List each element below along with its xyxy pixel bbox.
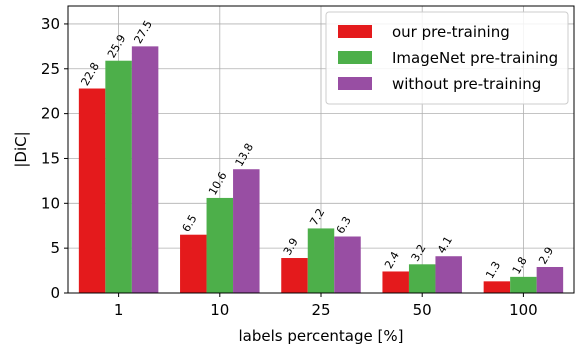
- bar-value-label: 4.1: [435, 234, 455, 256]
- legend-swatch: [338, 77, 372, 90]
- bar: [105, 60, 132, 293]
- bar-value-label: 1.3: [483, 259, 503, 281]
- bar-value-label: 25.9: [105, 32, 129, 60]
- y-tick-label: 25: [41, 60, 60, 78]
- bar: [206, 197, 234, 293]
- legend-swatch: [338, 25, 372, 38]
- y-axis-label: |DiC|: [12, 131, 30, 167]
- bar-value-label: 6.5: [180, 213, 200, 235]
- legend-box: [325, 11, 569, 105]
- y-tick-label: 5: [50, 239, 60, 257]
- x-tick-label: 100: [509, 301, 538, 319]
- bars: [78, 46, 564, 293]
- bar: [78, 88, 106, 293]
- x-tick-label: 10: [210, 301, 229, 319]
- x-tick-label: 25: [311, 301, 330, 319]
- x-axis-ticks: 1 10 25 50 100: [114, 293, 538, 319]
- legend-label: ImageNet pre-training: [392, 49, 558, 67]
- bar: [131, 46, 159, 293]
- legend-label: our pre-training: [392, 23, 510, 41]
- bar-value-label: 3.9: [281, 236, 301, 258]
- bar-value-label: 3.2: [409, 242, 429, 264]
- x-tick-label: 1: [114, 301, 124, 319]
- y-tick-label: 0: [50, 284, 60, 302]
- y-axis-ticks: 0 5 10 15 20 25 30: [41, 15, 68, 302]
- bar-value-label: 2.4: [382, 249, 402, 271]
- bar: [180, 234, 207, 293]
- bar-value-label: 22.8: [78, 60, 102, 88]
- bar: [334, 236, 361, 293]
- y-tick-label: 20: [41, 105, 60, 123]
- bar-value-label: 6.3: [334, 214, 354, 236]
- bar: [307, 228, 335, 293]
- x-tick-label: 50: [413, 301, 432, 319]
- bar-value-label: 1.8: [510, 255, 530, 277]
- bar-value-label: 27.5: [131, 18, 155, 46]
- bar: [382, 271, 409, 293]
- x-axis-label: labels percentage [%]: [239, 327, 404, 345]
- bar-value-label: 10.6: [206, 170, 230, 198]
- legend-swatch: [338, 51, 372, 64]
- y-tick-label: 15: [41, 149, 60, 167]
- y-tick-label: 30: [41, 15, 60, 33]
- bar-value-label: 13.8: [233, 141, 257, 169]
- bar: [435, 256, 462, 293]
- bar-value-label: 7.2: [307, 206, 327, 228]
- bar: [483, 281, 511, 293]
- bar: [408, 264, 436, 293]
- y-tick-label: 10: [41, 194, 60, 212]
- bar: [536, 266, 564, 293]
- bar: [281, 258, 308, 293]
- bar: [510, 276, 537, 293]
- legend: our pre-training ImageNet pre-training wit…: [325, 11, 569, 105]
- legend-label: without pre-training: [392, 75, 541, 93]
- bar: [233, 169, 260, 293]
